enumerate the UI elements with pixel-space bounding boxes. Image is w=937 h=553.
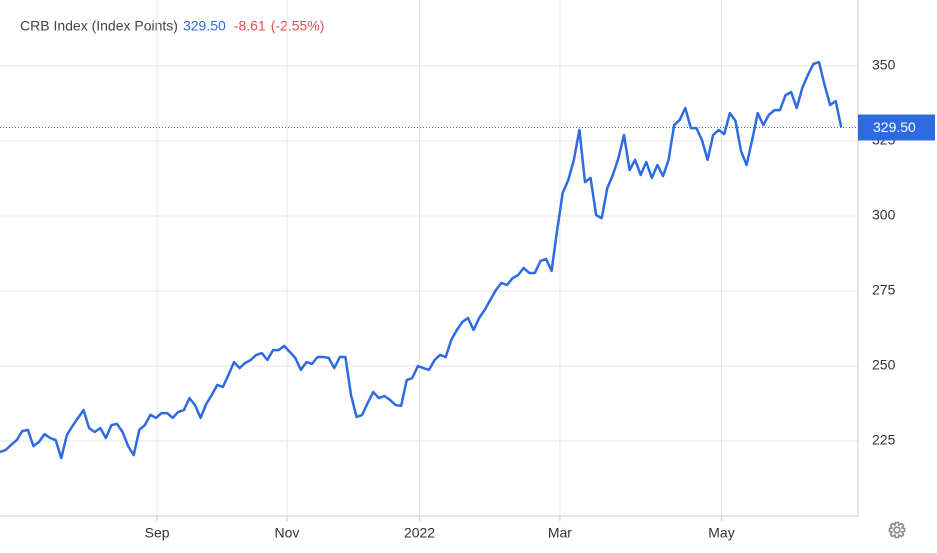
y-tick-label: 275 [872, 282, 896, 298]
change: -8.61 [234, 18, 266, 34]
y-tick-label: 350 [872, 57, 896, 73]
x-tick-label: May [708, 525, 734, 541]
change-percent: (-2.55%) [271, 18, 325, 34]
x-tick-label: Sep [145, 525, 170, 541]
x-tick-label: Mar [548, 525, 572, 541]
y-tick-label: 225 [872, 432, 896, 448]
last-price-box [858, 114, 935, 141]
line-series [0, 60, 843, 460]
last-price: 329.50 [183, 18, 226, 34]
settings-icon[interactable] [888, 521, 906, 539]
last-price-label: 329.50 [873, 119, 916, 135]
x-tick-label: 2022 [404, 525, 435, 541]
chart-title: CRB Index (Index Points) [20, 18, 178, 34]
y-tick-label: 300 [872, 207, 896, 223]
y-tick-label: 250 [872, 357, 896, 373]
settings-icon-center [893, 526, 901, 534]
x-tick-label: Nov [274, 525, 299, 541]
settings-icon-gear [888, 521, 906, 539]
